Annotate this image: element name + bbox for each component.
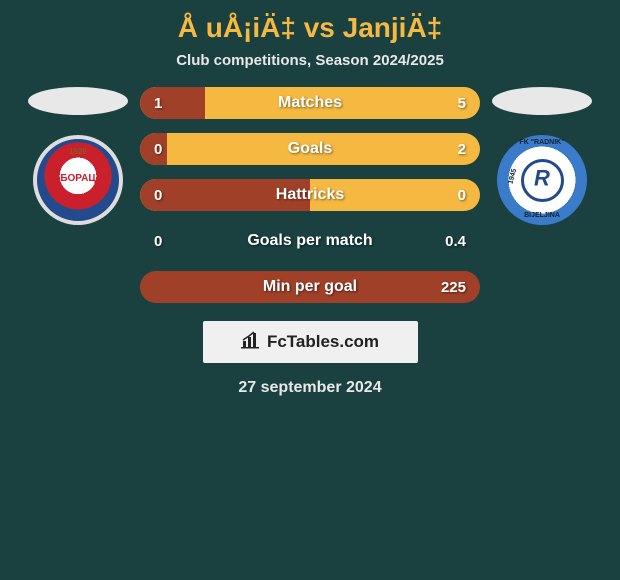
stat-label: Goals	[288, 140, 332, 158]
stat-label: Min per goal	[263, 278, 357, 296]
stat-right-value: 225	[441, 279, 466, 296]
stat-left-value: 0	[154, 233, 162, 250]
stat-bar-fill	[140, 87, 205, 119]
site-logo-text: FcTables.com	[267, 332, 379, 352]
right-oval-placeholder	[492, 87, 592, 115]
stat-right-value: 0.4	[445, 233, 466, 250]
stat-right-value: 2	[458, 141, 466, 158]
page-subtitle: Club competitions, Season 2024/2025	[0, 52, 620, 69]
stat-label: Goals per match	[247, 232, 372, 250]
stat-right-value: 5	[458, 95, 466, 112]
stat-left-value: 0	[154, 141, 162, 158]
main-row: 1 Matches 5 0 Goals 2 0 Hattricks 0 0 Goals per ma…	[0, 87, 620, 303]
stat-bar: 0 Goals 2	[140, 133, 480, 165]
left-oval-placeholder	[28, 87, 128, 115]
left-column	[28, 87, 128, 225]
team-right-crest[interactable]: FK "RADNIK" 1945 BIJELJINA	[497, 135, 587, 225]
page-container: Å uÅ¡iÄ‡ vs JanjiÄ‡ Club competitions, S…	[0, 0, 620, 580]
chart-icon	[241, 331, 261, 354]
crest-right-bottom-text: BIJELJINA	[524, 212, 560, 219]
stat-left-value: 0	[154, 187, 162, 204]
stat-bar: Min per goal 225	[140, 271, 480, 303]
stat-bars-column: 1 Matches 5 0 Goals 2 0 Hattricks 0 0 Goals per ma…	[140, 87, 480, 303]
crest-right-top-text: FK "RADNIK"	[519, 139, 564, 146]
stat-left-value: 1	[154, 95, 162, 112]
stat-label: Matches	[278, 94, 342, 112]
crest-right-letter	[521, 159, 564, 202]
stat-bar-fill	[140, 271, 167, 303]
stat-right-value: 0	[458, 187, 466, 204]
stat-bar: 1 Matches 5	[140, 87, 480, 119]
stat-label: Hattricks	[276, 186, 344, 204]
crest-right-year: 1945	[507, 168, 518, 185]
stat-bar: 0 Hattricks 0	[140, 179, 480, 211]
team-left-crest[interactable]	[33, 135, 123, 225]
right-column: FK "RADNIK" 1945 BIJELJINA	[492, 87, 592, 225]
footer-date: 27 september 2024	[0, 379, 620, 397]
page-title: Å uÅ¡iÄ‡ vs JanjiÄ‡	[0, 0, 620, 52]
stat-bar: 0 Goals per match 0.4	[140, 225, 480, 257]
site-logo-box[interactable]: FcTables.com	[203, 321, 418, 363]
